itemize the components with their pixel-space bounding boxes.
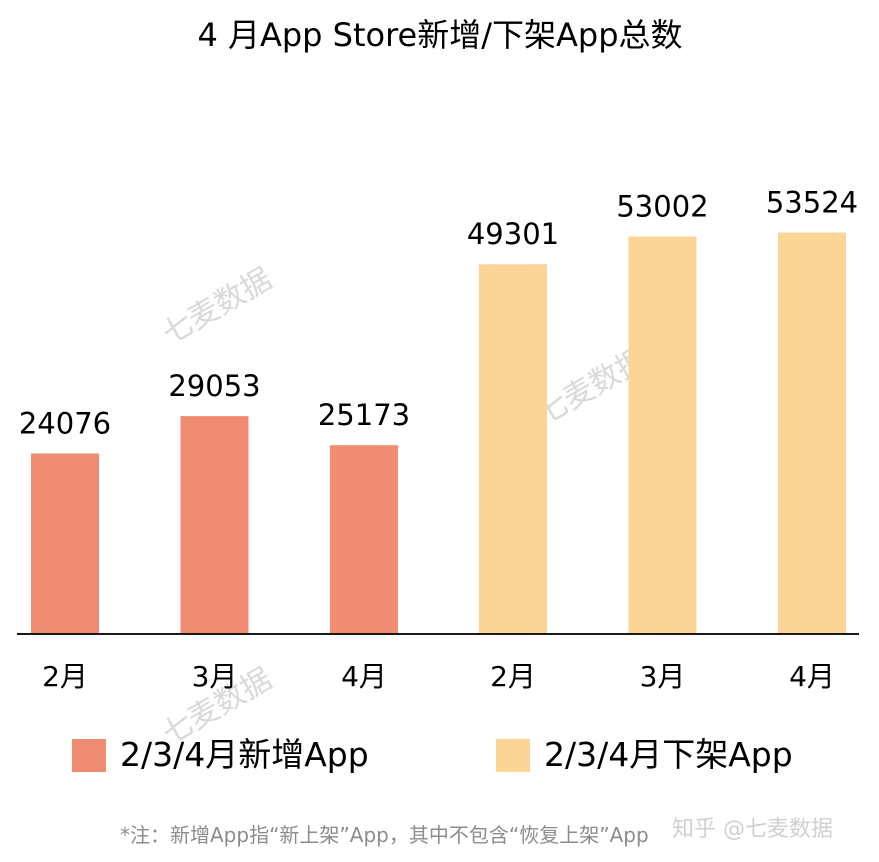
value-label-s1-0: 49301 xyxy=(467,217,559,251)
x-tick-s1-1: 3月 xyxy=(640,660,686,693)
legend-swatch-removed xyxy=(496,739,530,772)
x-tick-s1-2: 4月 xyxy=(789,660,835,693)
bar-s0-1 xyxy=(180,416,249,634)
chart-title: 4 月App Store新增/下架App总数 xyxy=(197,16,682,54)
watermark-1: 七麦数据 xyxy=(157,262,278,352)
value-label-s1-1: 53002 xyxy=(616,189,708,223)
x-tick-s1-0: 2月 xyxy=(490,660,536,693)
legend-swatch-new xyxy=(72,739,106,772)
bar-s0-0 xyxy=(31,453,99,634)
value-label-s0-0: 24076 xyxy=(19,406,111,440)
legend-label-removed: 2/3/4月下架App xyxy=(544,735,793,774)
x-tick-s0-0: 2月 xyxy=(42,660,88,693)
bar-s0-2 xyxy=(330,445,398,634)
bar-s1-0 xyxy=(479,264,547,634)
bar-s1-2 xyxy=(778,232,846,634)
bars-group: 24076 2月 29053 3月 25173 4月 49301 2月 53002 3月 53524… xyxy=(19,186,858,693)
value-label-s0-2: 25173 xyxy=(318,398,410,432)
legend-label-new: 2/3/4月新增App xyxy=(120,735,369,774)
bar-s1-1 xyxy=(628,236,697,635)
value-label-s1-2: 53524 xyxy=(766,186,858,220)
brand-watermark: 知乎 @七麦数据 xyxy=(672,817,833,842)
value-label-s0-1: 29053 xyxy=(168,369,260,403)
x-tick-s0-2: 4月 xyxy=(341,660,387,693)
x-tick-s0-1: 3月 xyxy=(192,660,238,693)
footnote: *注：新增App指“新上架”App，其中不包含“恢复上架”App xyxy=(120,823,649,847)
